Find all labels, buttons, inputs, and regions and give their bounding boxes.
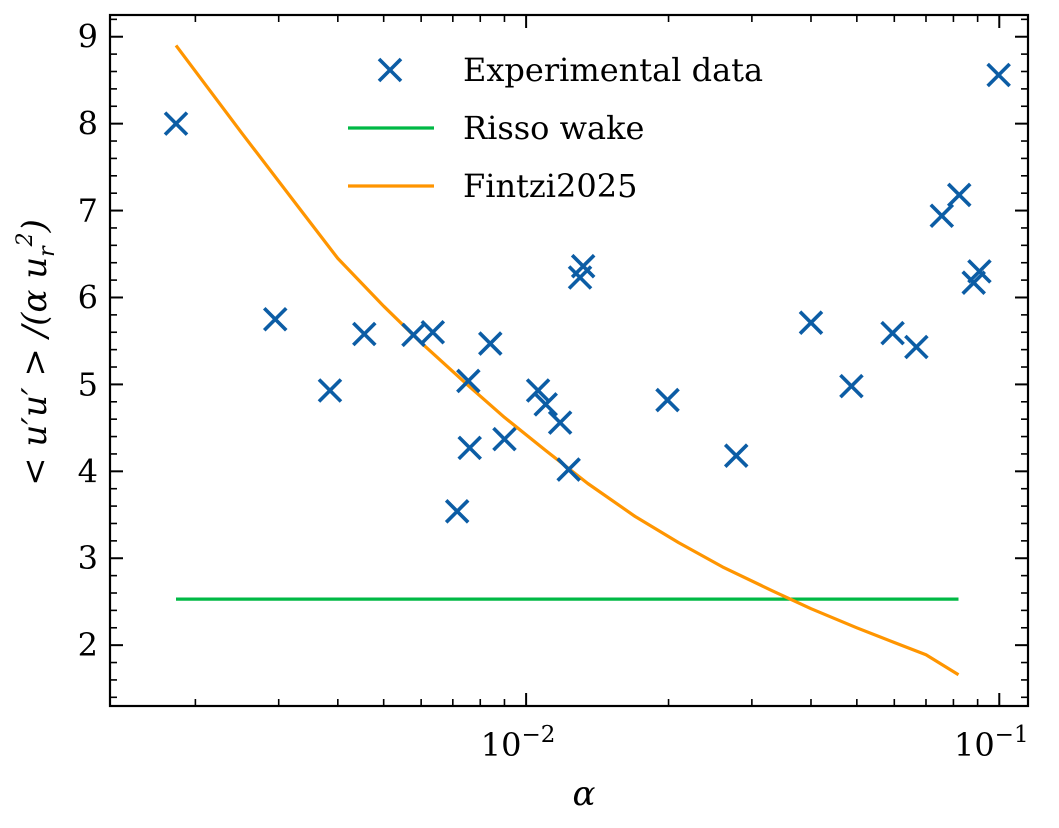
data-point-26 xyxy=(967,259,992,284)
x-tick-label: 10−1 xyxy=(954,722,1029,764)
y-tick-label: 5 xyxy=(78,365,98,403)
y-tick-label: 7 xyxy=(78,192,98,230)
data-point-27 xyxy=(986,62,1011,88)
y-axis-label: < u′u′ > /(α ur2) xyxy=(13,219,60,486)
data-point-3 xyxy=(352,321,377,347)
data-point-21 xyxy=(880,320,905,346)
data-point-20 xyxy=(839,373,864,399)
data-point-23 xyxy=(929,203,955,229)
chart-axes: 2 3 4 5 6 7 8 9 10−2 10−1 α < u′u′ > /(α ur2) xyxy=(13,13,1030,814)
legend-label-2: Fintzi2025 xyxy=(463,167,637,205)
y-tick-label: 4 xyxy=(78,452,98,490)
data-point-13 xyxy=(547,410,573,435)
y-tick-label: 9 xyxy=(78,18,98,56)
data-point-10 xyxy=(492,426,517,452)
legend-label-1: Risso wake xyxy=(463,109,644,147)
series-line-1 xyxy=(174,44,960,677)
data-point-24 xyxy=(946,182,972,208)
plot-frame xyxy=(108,13,1030,708)
data-point-2 xyxy=(317,378,343,403)
data-point-9 xyxy=(478,331,503,356)
data-point-6 xyxy=(444,499,470,524)
y-tick-label: 6 xyxy=(78,278,98,316)
data-point-16 xyxy=(570,253,596,279)
legend: Experimental data Risso wake Fintzi2025 xyxy=(348,51,763,205)
data-point-12 xyxy=(533,392,558,417)
data-point-1 xyxy=(262,306,288,332)
x-axis-label: α xyxy=(573,774,596,814)
x-tick-label: 10−2 xyxy=(481,722,556,764)
data-point-0 xyxy=(163,111,189,136)
y-tick-label: 8 xyxy=(78,105,98,143)
data-point-8 xyxy=(457,435,482,461)
data-point-18 xyxy=(723,443,749,468)
data-point-7 xyxy=(456,368,481,394)
data-point-14 xyxy=(556,457,581,482)
legend-label-0: Experimental data xyxy=(463,51,763,89)
data-point-19 xyxy=(798,310,824,335)
data-point-5 xyxy=(420,319,446,345)
y-tick-label: 2 xyxy=(78,626,98,664)
legend-marker-0 xyxy=(377,57,403,83)
data-point-22 xyxy=(904,334,929,360)
data-point-17 xyxy=(655,387,680,413)
y-tick-label: 3 xyxy=(78,539,98,577)
chart-marks xyxy=(163,44,1011,677)
data-point-11 xyxy=(525,378,551,403)
